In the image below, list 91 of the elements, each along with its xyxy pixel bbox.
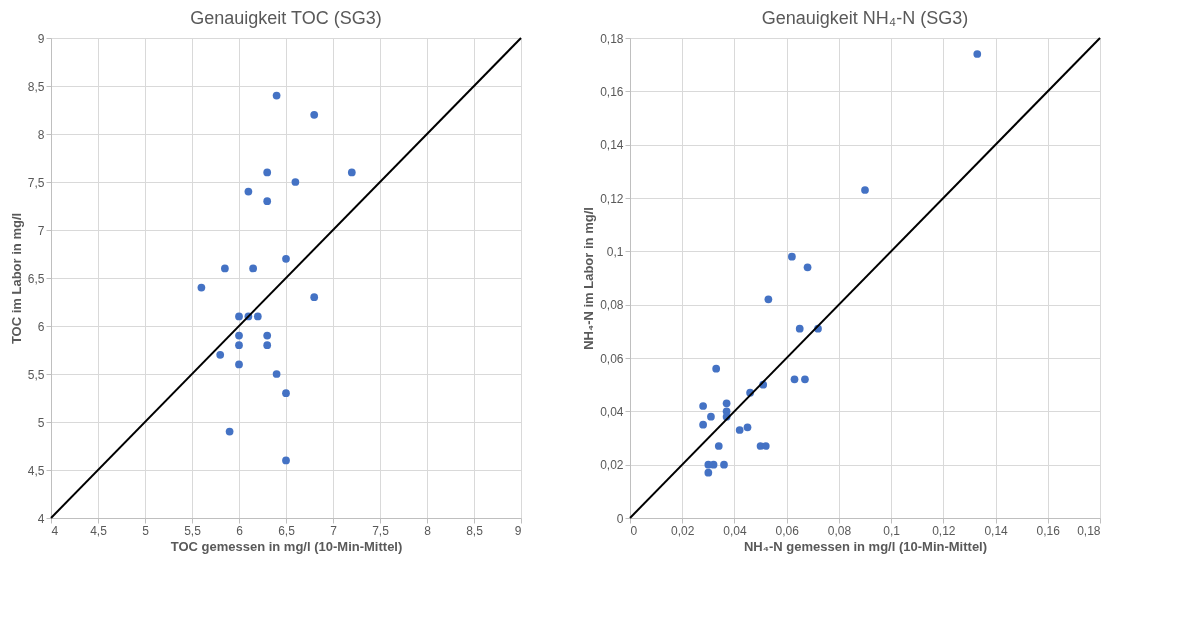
y-tick-label: 4 bbox=[37, 511, 45, 526]
x-tick-label: 0,06 bbox=[775, 523, 800, 538]
y-tick-label: 8,5 bbox=[27, 79, 45, 94]
y-tick-label: 8 bbox=[37, 127, 45, 142]
point bbox=[225, 427, 234, 436]
point bbox=[788, 252, 796, 261]
point bbox=[790, 375, 799, 384]
point bbox=[347, 168, 356, 177]
point bbox=[973, 50, 982, 58]
y-tick-label: 0,04 bbox=[600, 404, 624, 419]
point bbox=[699, 402, 707, 410]
x-tick-label: 7,5 bbox=[372, 523, 390, 538]
y-tick-label: 0,18 bbox=[600, 31, 624, 46]
point bbox=[197, 283, 206, 292]
x-tick-label: 4,5 bbox=[90, 523, 108, 538]
y-tick-label: 5 bbox=[37, 415, 45, 430]
point bbox=[712, 364, 721, 373]
x-tick-label: 0,08 bbox=[827, 523, 852, 538]
y-axis-title: NH₄-N im Labor in mg/l bbox=[581, 207, 597, 350]
point bbox=[722, 399, 731, 408]
x-tick-label: 0,16 bbox=[1036, 523, 1061, 538]
x-tick-label: 8,5 bbox=[466, 523, 484, 538]
x-tick-label: 4 bbox=[51, 523, 59, 538]
y-tick-label: 6,5 bbox=[27, 271, 45, 286]
y-tick-label: 0,12 bbox=[600, 191, 624, 206]
point bbox=[291, 178, 300, 186]
point bbox=[764, 295, 773, 304]
chart-title: Genauigkeit NH₄-N (SG3) bbox=[761, 8, 969, 28]
x-tick-label: 6,5 bbox=[278, 523, 296, 538]
x-tick-label: 8 bbox=[424, 523, 432, 538]
point bbox=[282, 389, 290, 398]
x-tick-label: 5,5 bbox=[184, 523, 202, 538]
point bbox=[699, 420, 707, 429]
point bbox=[801, 375, 809, 384]
point bbox=[249, 264, 257, 273]
point bbox=[709, 460, 718, 469]
x-tick-label: 0,12 bbox=[932, 523, 956, 538]
point bbox=[714, 442, 723, 450]
point bbox=[861, 186, 869, 194]
point bbox=[310, 110, 319, 119]
point bbox=[707, 412, 715, 421]
chart-title: Genauigkeit TOC (SG3) bbox=[190, 8, 382, 28]
point bbox=[244, 187, 253, 196]
y-tick-label: 0,1 bbox=[606, 244, 624, 259]
point bbox=[735, 426, 744, 434]
x-tick-label: 5 bbox=[142, 523, 150, 538]
y-tick-label: 4,5 bbox=[27, 463, 45, 478]
y-tick-label: 0 bbox=[616, 511, 624, 526]
x-axis-title: NH₄-N gemessen in mg/l (10-Min-Mittel) bbox=[743, 538, 988, 554]
point bbox=[743, 423, 752, 432]
x-tick-label: 6 bbox=[236, 523, 244, 538]
point bbox=[235, 341, 243, 350]
point bbox=[235, 331, 243, 340]
point bbox=[235, 360, 243, 369]
point bbox=[253, 312, 262, 321]
point bbox=[704, 468, 713, 477]
point bbox=[272, 91, 281, 100]
x-tick-label: 0,02 bbox=[671, 523, 695, 538]
point bbox=[282, 254, 290, 263]
y-tick-label: 0,06 bbox=[600, 351, 624, 366]
y-tick-label: 7 bbox=[37, 223, 45, 238]
x-tick-label: 0,14 bbox=[984, 523, 1009, 538]
y-tick-label: 9 bbox=[37, 31, 45, 46]
point bbox=[272, 370, 281, 378]
y-axis-title: TOC im Labor in mg/l bbox=[8, 212, 24, 345]
y-tick-label: 0,16 bbox=[600, 84, 624, 99]
y-tick-label: 5,5 bbox=[27, 367, 45, 382]
point bbox=[221, 264, 229, 273]
x-tick-label: 7 bbox=[330, 523, 338, 538]
y-tick-label: 6 bbox=[37, 319, 45, 334]
x-tick-label: 9 bbox=[514, 523, 522, 538]
x-tick-label: 0,18 bbox=[1077, 523, 1101, 538]
point bbox=[795, 324, 804, 333]
point bbox=[263, 331, 272, 340]
x-axis-title: TOC gemessen in mg/l (10-Min-Mittel) bbox=[170, 538, 403, 554]
x-tick-label: 0,04 bbox=[723, 523, 747, 538]
x-tick-label: 0 bbox=[630, 523, 638, 538]
point bbox=[803, 263, 812, 272]
point bbox=[720, 460, 728, 469]
y-tick-label: 7,5 bbox=[27, 175, 45, 190]
y-tick-label: 0,14 bbox=[600, 138, 624, 153]
x-tick-label: 0,1 bbox=[883, 523, 901, 538]
point bbox=[282, 456, 290, 465]
point bbox=[216, 350, 225, 359]
point bbox=[263, 197, 272, 206]
point bbox=[263, 168, 272, 177]
point bbox=[310, 293, 319, 302]
y-tick-label: 0,02 bbox=[600, 458, 624, 473]
point bbox=[263, 341, 272, 350]
y-tick-label: 0,08 bbox=[600, 298, 624, 313]
point bbox=[235, 312, 243, 321]
